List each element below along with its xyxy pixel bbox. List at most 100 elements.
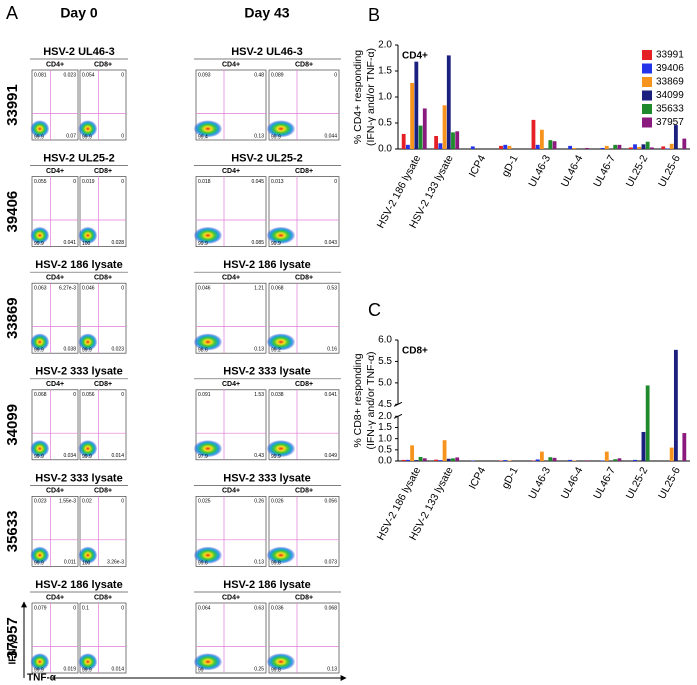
quadrant-value: 99.9 — [271, 241, 281, 247]
panel-letter: B — [368, 5, 380, 25]
bar — [401, 459, 406, 461]
stim-title: HSV-2 186 lysate — [223, 579, 310, 591]
quadrant-value: 0.068 — [34, 392, 47, 398]
plot-frame — [195, 602, 267, 674]
quadrant-value: 0.13 — [327, 666, 337, 672]
bar — [422, 458, 427, 461]
quadrant-value: 0.13 — [254, 133, 264, 139]
bar — [539, 129, 544, 149]
bar — [470, 146, 475, 149]
quadrant-value: 98.6 — [198, 348, 208, 354]
quadrant-value: 0 — [121, 133, 124, 139]
subset-label: CD4+ — [46, 594, 64, 601]
quadrant-value: 0 — [121, 499, 124, 505]
density-blob — [78, 440, 98, 457]
quadrant-value: 0.089 — [271, 72, 284, 78]
bar — [665, 148, 670, 149]
density-blob — [30, 227, 50, 244]
x-tick-label: UL46-3 — [526, 153, 553, 189]
quadrant-value: 0 — [121, 392, 124, 398]
quadrant-value: 99.9 — [34, 348, 44, 354]
bar — [451, 132, 455, 149]
x-tick-label: gD-1 — [499, 465, 520, 491]
bar — [682, 138, 687, 149]
bar — [410, 82, 415, 149]
quadrant-value: 99.9 — [34, 561, 44, 567]
stim-title: HSV-2 186 lysate — [35, 259, 122, 271]
x-tick-label: UL25-2 — [624, 153, 651, 189]
x-tick-label: UL25-6 — [656, 465, 683, 501]
bar — [548, 140, 553, 149]
bar — [641, 431, 646, 461]
bar — [669, 143, 674, 149]
quadrant-value: 0.036 — [271, 605, 284, 611]
legend-swatch — [642, 77, 652, 87]
quadrant-value: 0.049 — [324, 453, 337, 459]
bar — [604, 451, 609, 461]
quadrant-value: 0.018 — [198, 179, 211, 185]
density-blob — [193, 546, 222, 564]
bar — [568, 145, 573, 149]
quadrant-value: 1.53 — [254, 392, 264, 398]
subset-label: CD8+ — [295, 61, 313, 68]
bar — [405, 459, 410, 461]
bar — [617, 144, 622, 149]
quadrant-value: 0.044 — [324, 133, 337, 139]
stim-title: HSV-2 UL46-3 — [43, 46, 115, 58]
quadrant-value: 0.07 — [66, 133, 76, 139]
y-tick-label: 1.5 — [378, 422, 392, 433]
bar — [535, 459, 540, 461]
bar — [455, 457, 460, 461]
donor-id: 33869 — [4, 297, 21, 339]
bar — [633, 459, 637, 461]
x-tick-label: ICP4 — [467, 465, 489, 491]
bar — [446, 55, 451, 149]
subset-label: CD4+ — [46, 61, 64, 68]
subset-label: CD4+ — [222, 275, 240, 282]
subset-label: CD8+ — [295, 381, 313, 388]
bar — [661, 146, 666, 149]
quadrant-value: 3.26e-3 — [107, 560, 124, 566]
bar — [552, 141, 557, 149]
y-axis-label: (IFN-γ and/or TNF-α) — [365, 351, 377, 449]
legend-label: 37957 — [656, 117, 684, 128]
quadrant-value: 0.025 — [198, 499, 211, 505]
bar — [503, 460, 508, 461]
density-blob — [266, 120, 295, 138]
density-blob — [193, 333, 222, 351]
y-axis-label: % CD8+ responding — [352, 353, 364, 447]
bar — [451, 458, 455, 461]
x-axis-label: TNF-α — [27, 673, 57, 684]
quadrant-value: 0.056 — [82, 392, 95, 398]
bar — [585, 147, 589, 149]
bar — [414, 460, 419, 461]
quadrant-value: 0 — [334, 179, 337, 185]
quadrant-value: 0.014 — [111, 666, 124, 672]
subset-label: CD4+ — [222, 488, 240, 495]
quadrant-value: 0.043 — [324, 240, 337, 246]
bar — [442, 105, 447, 149]
y-tick-label: 0.0 — [378, 144, 392, 155]
y-tick-label: 5.0 — [378, 378, 392, 389]
subset-label: CD8+ — [295, 168, 313, 175]
y-tick-label: 0.5 — [378, 118, 392, 129]
subset-label: CD8+ — [94, 275, 112, 282]
bar — [604, 145, 609, 149]
bar — [617, 458, 622, 461]
bar — [434, 136, 439, 149]
quadrant-value: 0.26 — [254, 499, 264, 505]
quadrant-value: 0.046 — [82, 286, 95, 292]
quadrant-value: 0.023 — [111, 347, 124, 353]
quadrant-value: 99.9 — [271, 454, 281, 460]
x-tick-label: gD-1 — [499, 153, 520, 179]
bar — [539, 451, 544, 461]
density-blob — [30, 653, 50, 671]
density-blob — [193, 227, 222, 244]
legend-swatch — [642, 104, 652, 114]
quadrant-value: 0.011 — [64, 560, 76, 566]
quadrant-value: 0.091 — [198, 392, 211, 398]
quadrant-value: 0.038 — [63, 347, 76, 353]
stim-title: HSV-2 333 lysate — [223, 472, 310, 484]
legend-swatch — [642, 117, 652, 128]
